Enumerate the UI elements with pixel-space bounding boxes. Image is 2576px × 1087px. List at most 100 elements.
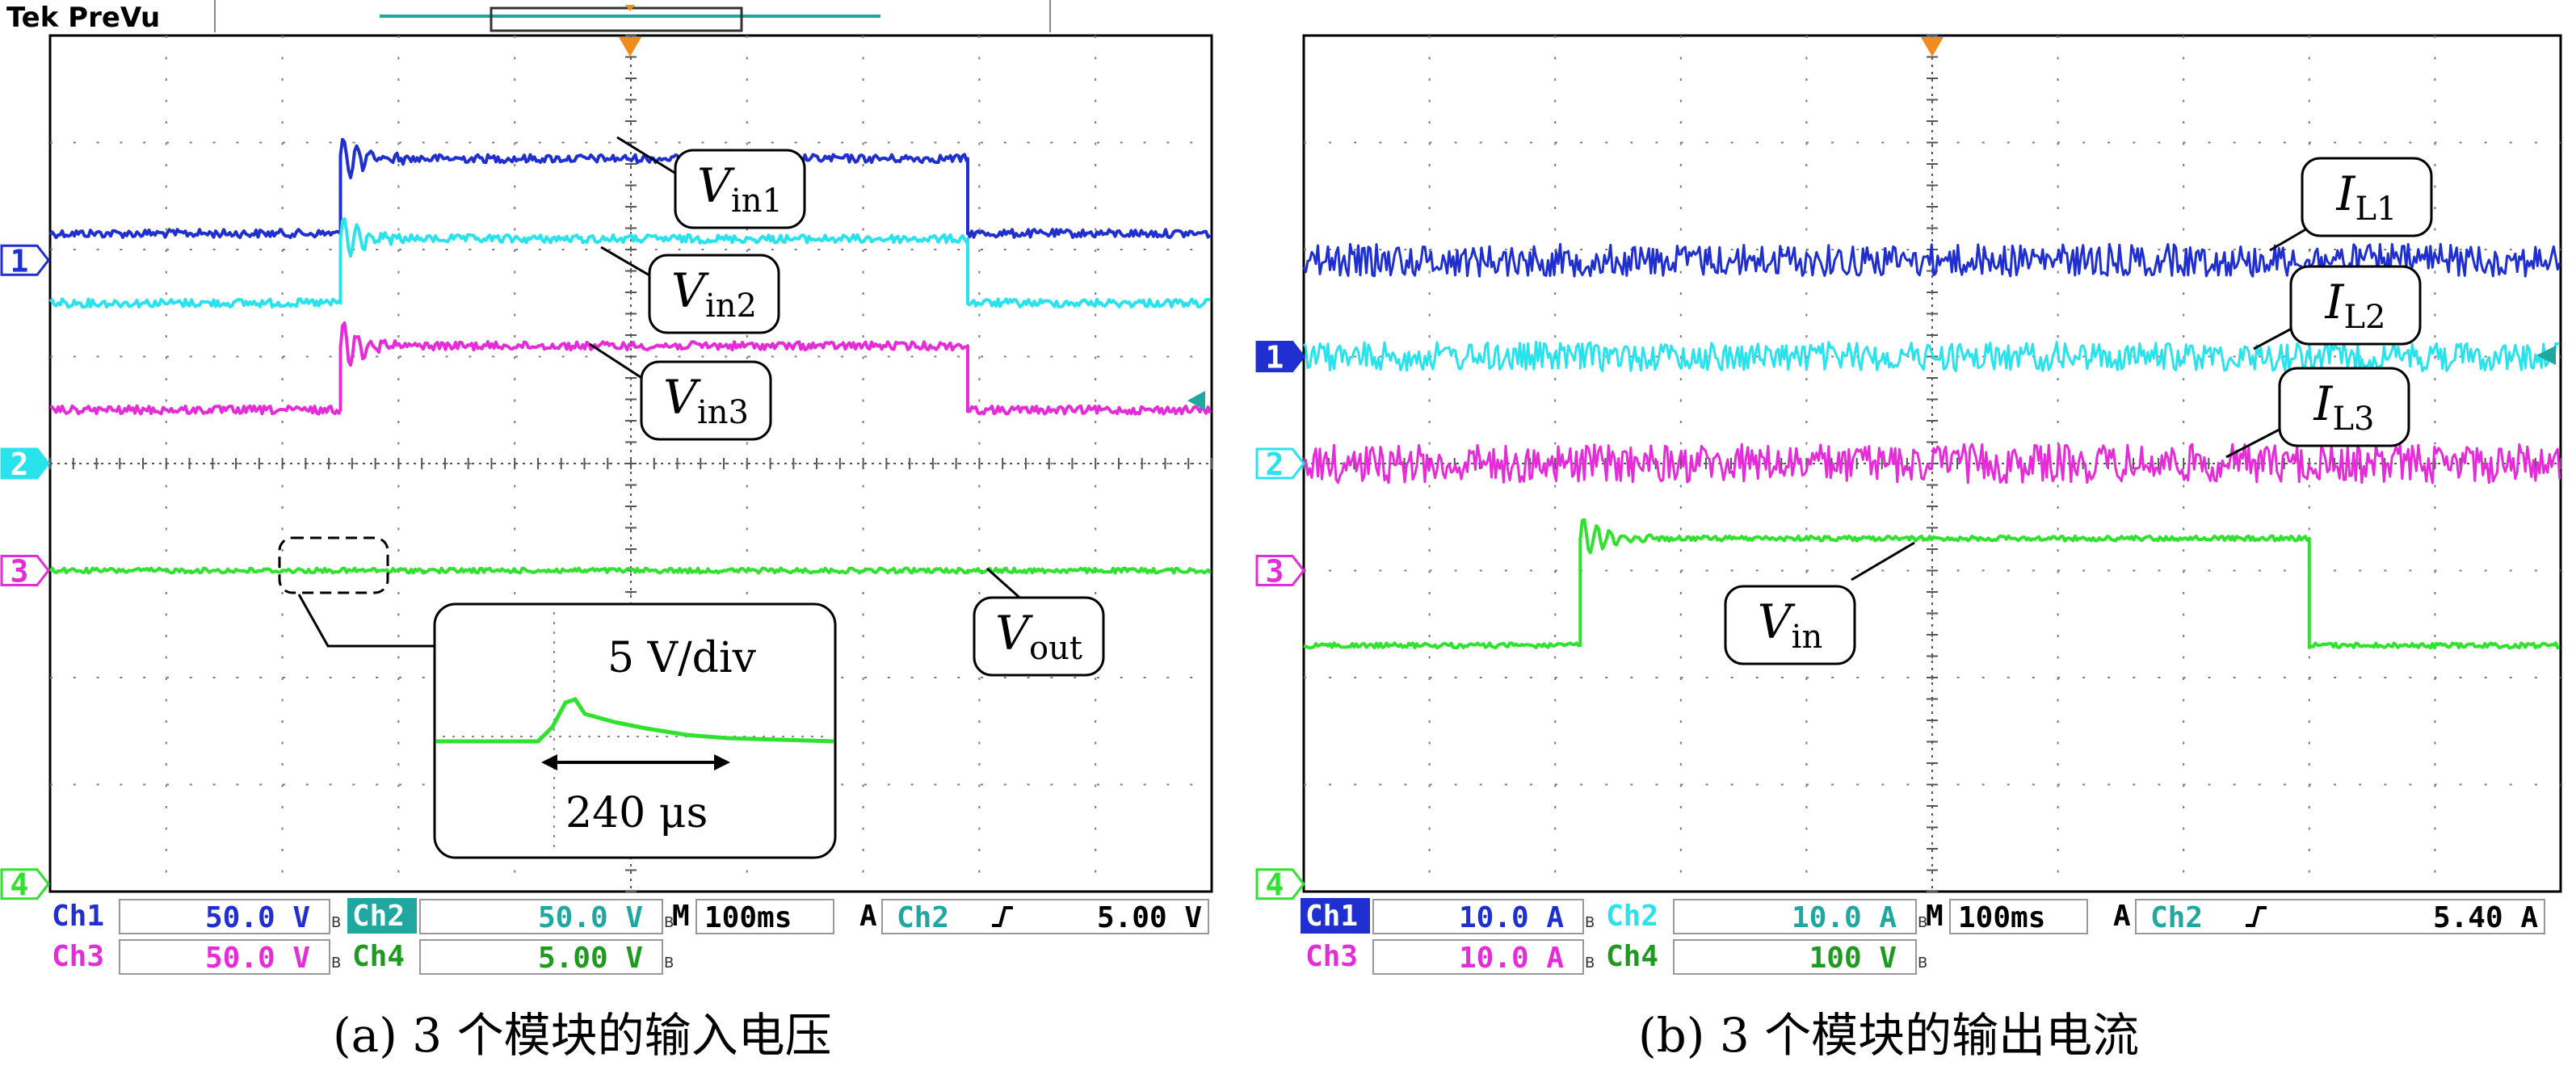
panel-b-trigger-level-arrow [2536, 346, 2556, 365]
panel-a-caption: (a) 3 个模块的输入电压 [333, 1008, 832, 1063]
panel-a-header-trigger-marker [625, 5, 635, 11]
channel-marker-1 [1255, 341, 1305, 372]
trace-label-in1: Vin1 [697, 158, 783, 220]
channel-marker-3 [1255, 555, 1305, 586]
status-text: A [2113, 900, 2131, 933]
trace-label-box [973, 596, 1105, 677]
channel-marker-label: 3 [11, 554, 29, 590]
trace-label-box [1724, 585, 1856, 665]
status-trigger-channel: Ch2 [2150, 901, 2203, 934]
panel-a-inset-scale: 5 V/div [607, 634, 757, 682]
bw-limit-icon: B [1918, 914, 1927, 931]
panel-a-inset-arrow-right [714, 754, 730, 770]
status-value: 10.0 A [1459, 901, 1564, 934]
panel-a-inset-transient [436, 697, 834, 744]
panel-a-zoom-connector [297, 594, 435, 648]
panel-a-inset-duration: 240 μs [565, 789, 708, 837]
panel-a-channel-markers: 1 2 3 4 [0, 243, 50, 903]
trace-label-L1: IL1 [2336, 166, 2397, 228]
channel-marker-label: 1 [11, 243, 29, 279]
channel-marker-label: 2 [1266, 447, 1284, 482]
status-timebase: 100ms [704, 901, 792, 934]
trace-vin1 [48, 137, 1212, 240]
status-text: Ch4 [1606, 940, 1658, 973]
panel-b-traces [1302, 242, 2561, 650]
trace-vin [1303, 518, 2560, 650]
panel-a-inset-grid [443, 612, 827, 850]
status-trigger-channel: Ch2 [897, 901, 949, 934]
rising-edge-icon [992, 906, 1013, 927]
channel-marker-label: 1 [1266, 340, 1284, 376]
panel-a-inset-arrow-left [541, 754, 557, 770]
trace-label-box [640, 360, 772, 441]
status-text: M [672, 900, 690, 933]
status-value: 10.0 A [1792, 901, 1897, 934]
channel-marker-label: 3 [1266, 554, 1284, 590]
bw-limit-icon: B [1585, 914, 1595, 931]
status-text: Ch1 [52, 900, 104, 933]
status-value: 50.0 V [538, 901, 643, 934]
status-text: Ch1 [1305, 900, 1358, 933]
channel-marker-2 [0, 447, 50, 480]
channel-marker-3 [0, 555, 50, 586]
status-value: 50.0 V [205, 901, 310, 934]
channel-marker-4 [0, 868, 50, 900]
panel-a-inset-box [433, 602, 837, 859]
status-text: Ch2 [1606, 900, 1658, 933]
trace-il2 [1302, 341, 2561, 372]
status-text: Ch3 [1305, 940, 1358, 973]
panel-b-trace-labels: IL1 IL2 IL3 Vin [1724, 157, 2433, 665]
status-text: M [1926, 900, 1944, 933]
bw-limit-icon: B [1585, 955, 1595, 972]
channel-marker-2 [1255, 447, 1305, 480]
status-text: Ch4 [352, 940, 405, 973]
bw-limit-icon: B [1918, 955, 1927, 972]
panel-b-trigger-position [1921, 37, 1944, 57]
trace-label-L3: IL3 [2313, 376, 2375, 438]
bw-limit-icon: B [664, 955, 674, 972]
bw-limit-icon: B [331, 955, 341, 972]
channel-marker-label: 4 [1266, 867, 1284, 903]
status-trigger-level: 5.00 V [1097, 901, 1202, 934]
status-value: 100 V [1809, 942, 1897, 975]
trace-label-L2: IL2 [2325, 275, 2386, 336]
trace-il3 [1302, 443, 2561, 485]
trace-il1 [1302, 242, 2561, 278]
panel-b-channel-markers: 1 2 3 4 [1255, 340, 1305, 903]
trace-label-box [674, 149, 806, 229]
status-text: Ch3 [52, 940, 104, 973]
trace-label-in: Vin [1758, 594, 1822, 656]
panel-a-traces [48, 137, 1212, 575]
panel-a-header: Tek PreVu [6, 2, 160, 34]
trace-label-in2: Vin2 [671, 263, 757, 325]
trace-label-box [2301, 157, 2433, 237]
bw-limit-icon: B [664, 914, 674, 931]
trace-label-box [648, 254, 780, 334]
status-value: 10.0 A [1459, 942, 1564, 975]
status-text: Ch2 [352, 900, 405, 933]
channel-marker-4 [1255, 868, 1305, 900]
trace-label-in3: Vin3 [663, 370, 749, 431]
rising-edge-icon [2246, 906, 2267, 927]
bw-limit-icon: B [331, 914, 341, 931]
trace-vin3 [49, 321, 1212, 416]
panel-a-record-window [490, 6, 743, 32]
trace-vin2 [48, 217, 1211, 309]
status-text: A [859, 900, 877, 933]
status-value: 5.00 V [538, 942, 643, 975]
trace-label-box [2289, 265, 2422, 346]
channel-marker-label: 4 [11, 867, 29, 903]
panel-a-zoom-region [278, 536, 389, 594]
status-trigger-level: 5.40 A [2433, 901, 2538, 934]
panel-b-caption: (b) 3 个模块的输出电流 [1638, 1008, 2140, 1063]
channel-marker-1 [0, 244, 50, 276]
panel-a-trigger-level-arrow [1187, 391, 1205, 410]
channel-marker-label: 2 [11, 447, 29, 482]
trace-label-out: Vout [995, 606, 1082, 667]
trace-label-box [2278, 367, 2410, 447]
